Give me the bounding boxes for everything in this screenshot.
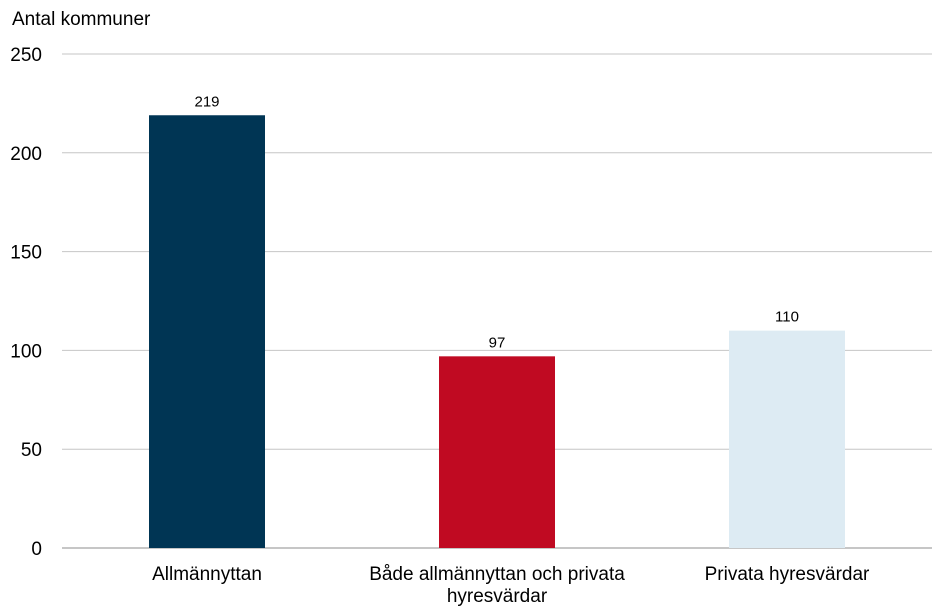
bar-1 bbox=[149, 115, 265, 549]
data-label-3: 110 bbox=[775, 309, 799, 326]
category-label-1-line-1: Allmännyttan bbox=[152, 564, 262, 585]
bar-2 bbox=[439, 356, 555, 548]
bar-3 bbox=[729, 330, 845, 548]
data-label-1: 219 bbox=[194, 93, 219, 110]
data-label-2: 97 bbox=[489, 334, 506, 351]
y-tick-label-100: 100 bbox=[10, 341, 42, 362]
y-tick-label-0: 0 bbox=[31, 539, 42, 560]
y-tick-labels: 0 50 100 150 200 250 bbox=[10, 45, 42, 560]
bars bbox=[149, 115, 845, 549]
y-axis-title: Antal kommuner bbox=[12, 9, 151, 30]
category-label-2-line-1: Både allmännyttan och privata bbox=[369, 564, 625, 585]
category-label-2-line-2: hyresvärdar bbox=[447, 586, 548, 607]
y-tick-label-250: 250 bbox=[10, 45, 42, 66]
y-tick-label-150: 150 bbox=[10, 243, 42, 264]
y-tick-label-50: 50 bbox=[21, 440, 42, 461]
y-tick-label-200: 200 bbox=[10, 144, 42, 165]
data-labels: 219 97 110 bbox=[194, 93, 798, 351]
category-labels: Allmännyttan Både allmännyttan och privat… bbox=[152, 564, 870, 607]
category-label-3-line-1: Privata hyresvärdar bbox=[705, 564, 870, 585]
